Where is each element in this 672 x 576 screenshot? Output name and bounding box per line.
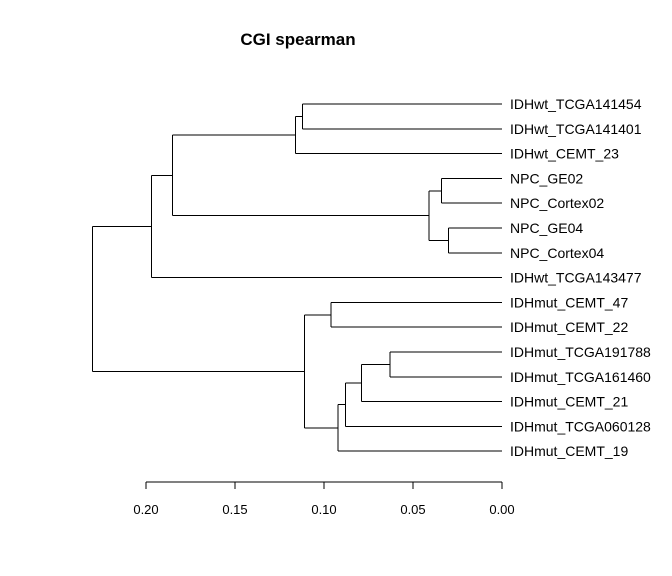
- axis-tick-label: 0.20: [133, 502, 158, 517]
- leaf-label: IDHwt_TCGA141454: [510, 96, 642, 112]
- leaf-label: IDHmut_CEMT_47: [510, 294, 628, 310]
- leaf-label: NPC_Cortex04: [510, 245, 604, 261]
- leaf-labels: IDHwt_TCGA141454 IDHwt_TCGA141401 IDHwt_CE…: [510, 96, 651, 459]
- leaf-label: IDHwt_TCGA141401: [510, 121, 642, 137]
- leaf-label: NPC_Cortex02: [510, 195, 604, 211]
- leaf-label: IDHmut_CEMT_19: [510, 443, 628, 459]
- dendrogram-branches: [92, 103, 502, 452]
- axis-tick-label: 0.05: [400, 502, 425, 517]
- leaf-label: IDHwt_CEMT_23: [510, 146, 619, 162]
- leaf-label: IDHmut_CEMT_21: [510, 394, 628, 410]
- height-axis: 0.20 0.15 0.10 0.05 0.00: [133, 481, 515, 517]
- leaf-label: NPC_GE04: [510, 220, 583, 236]
- leaf-label: IDHmut_TCGA161460: [510, 369, 651, 385]
- chart-title: CGI spearman: [240, 30, 355, 49]
- leaf-label: IDHwt_TCGA143477: [510, 270, 642, 286]
- axis-tick-label: 0.10: [311, 502, 336, 517]
- leaf-label: IDHmut_CEMT_22: [510, 319, 628, 335]
- axis-tick-label: 0.00: [489, 502, 514, 517]
- leaf-label: IDHmut_TCGA191788: [510, 344, 651, 360]
- leaf-label: IDHmut_TCGA060128: [510, 418, 651, 434]
- leaf-label: NPC_GE02: [510, 170, 583, 186]
- axis-tick-label: 0.15: [222, 502, 247, 517]
